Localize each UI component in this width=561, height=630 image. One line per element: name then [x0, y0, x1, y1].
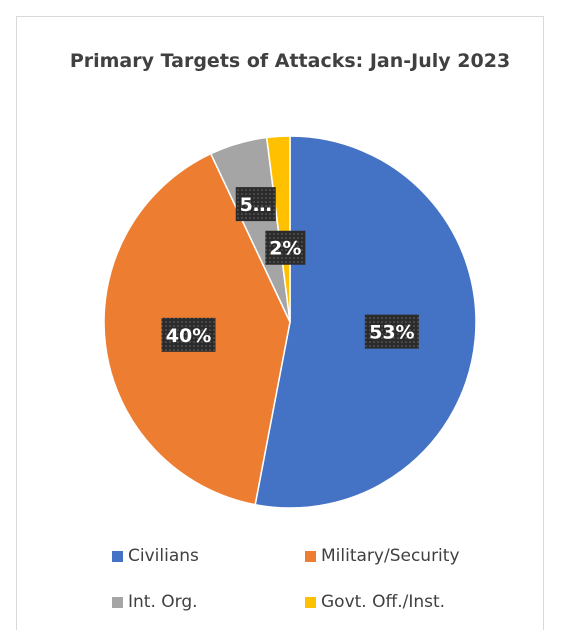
data-label-civilians: 53%	[364, 314, 419, 349]
data-label-text-civilians: 53%	[369, 322, 414, 344]
pie-slice-govt-off-inst	[265, 135, 291, 323]
chart-title: Primary Targets of Attacks: Jan-July 202…	[69, 50, 511, 72]
data-label-box-int-org	[235, 187, 276, 222]
data-label-govt-off-inst: 2%	[265, 230, 306, 265]
data-label-text-govt-off-inst: 2%	[269, 238, 301, 260]
data-label-text-int-org: 5…	[240, 194, 272, 216]
data-label-text-military-security: 40%	[166, 325, 211, 347]
data-label-box-civilians	[364, 314, 419, 349]
data-label-int-org: 5…	[235, 187, 276, 222]
data-label-box-military-security	[161, 317, 216, 352]
data-label-box-govt-off-inst	[265, 230, 306, 265]
data-label-military-security: 40%	[161, 317, 216, 352]
